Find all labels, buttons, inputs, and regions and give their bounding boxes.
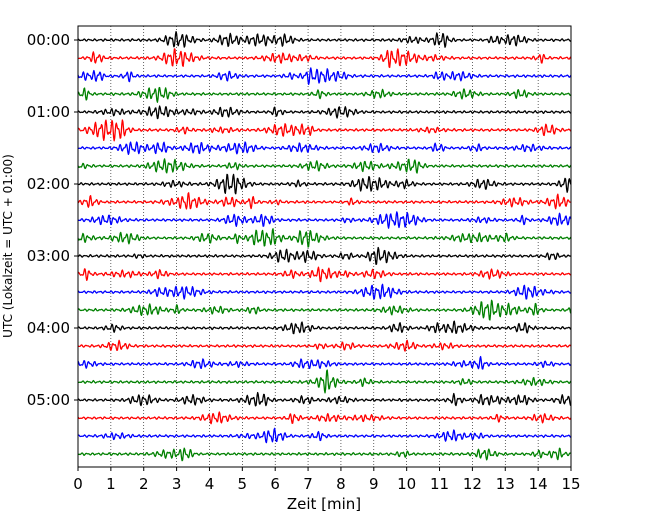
x-tick-label-6: 6 <box>270 475 280 493</box>
x-axis: 0 1 2 3 4 5 6 7 8 9 10 11 12 13 14 15 <box>73 467 581 493</box>
x-tick-label-15: 15 <box>561 475 580 493</box>
trace-row-10 <box>77 211 572 229</box>
trace-row-5 <box>77 119 572 142</box>
trace-rows <box>77 31 572 462</box>
trace-row-2 <box>77 67 572 86</box>
trace-row-20 <box>77 391 572 407</box>
y-tick-label-5: 05:00 <box>27 391 70 409</box>
trace-row-23 <box>77 447 572 462</box>
trace-row-3 <box>77 86 572 103</box>
trace-row-14 <box>77 283 572 300</box>
x-tick-label-1: 1 <box>106 475 116 493</box>
y-tick-label-3: 03:00 <box>27 247 70 265</box>
plot-frame <box>77 25 572 468</box>
trace-row-19 <box>77 369 572 394</box>
trace-row-7 <box>77 158 572 174</box>
x-tick-label-0: 0 <box>73 475 83 493</box>
trace-row-1 <box>77 48 572 69</box>
y-axis: 00:00 01:00 02:00 03:00 04:00 05:00 <box>27 31 78 409</box>
trace-row-13 <box>77 266 572 283</box>
trace-row-15 <box>77 299 572 321</box>
x-axis-label: Zeit [min] <box>287 495 361 513</box>
x-tick-label-11: 11 <box>430 475 449 493</box>
trace-row-4 <box>77 105 572 120</box>
x-tick-label-10: 10 <box>397 475 416 493</box>
trace-row-6 <box>77 141 572 156</box>
x-tick-label-13: 13 <box>496 475 515 493</box>
trace-row-11 <box>77 228 572 248</box>
trace-row-9 <box>77 192 572 210</box>
trace-row-16 <box>77 320 572 335</box>
x-tick-label-5: 5 <box>238 475 248 493</box>
trace-row-18 <box>77 355 572 370</box>
trace-row-21 <box>77 411 572 425</box>
y-tick-label-2: 02:00 <box>27 175 70 193</box>
x-tick-label-12: 12 <box>463 475 482 493</box>
x-tick-label-9: 9 <box>369 475 379 493</box>
trace-row-8 <box>77 173 572 195</box>
trace-row-12 <box>77 246 572 265</box>
x-tick-label-14: 14 <box>529 475 548 493</box>
trace-row-17 <box>77 339 572 352</box>
x-tick-label-8: 8 <box>336 475 346 493</box>
y-tick-label-0: 00:00 <box>27 31 70 49</box>
x-tick-label-7: 7 <box>303 475 313 493</box>
trace-row-0 <box>77 31 572 48</box>
y-axis-label: UTC (Lokalzeit = UTC + 01:00) <box>1 154 15 338</box>
trace-row-22 <box>77 427 572 444</box>
y-tick-label-4: 04:00 <box>27 319 70 337</box>
x-tick-label-3: 3 <box>172 475 182 493</box>
x-tick-label-2: 2 <box>139 475 149 493</box>
y-tick-label-1: 01:00 <box>27 103 70 121</box>
x-tick-label-4: 4 <box>205 475 215 493</box>
